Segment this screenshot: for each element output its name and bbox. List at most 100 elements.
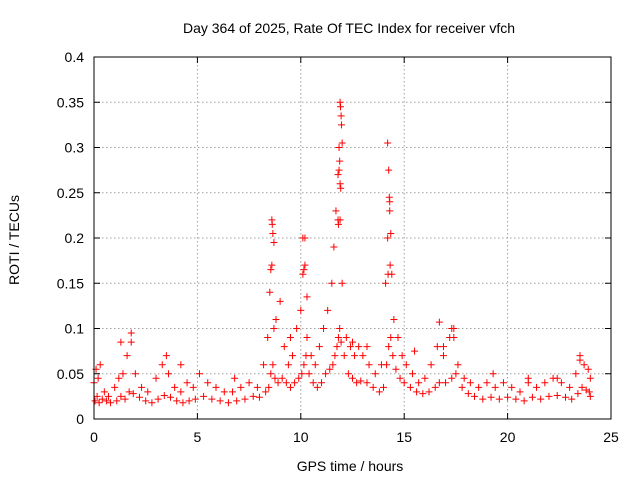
data-point	[335, 144, 343, 151]
data-point	[431, 383, 439, 391]
data-point	[394, 334, 402, 342]
data-point	[384, 270, 392, 278]
data-point	[301, 261, 309, 269]
data-point	[584, 365, 592, 373]
data-point	[419, 390, 427, 398]
data-point	[320, 325, 328, 332]
data-point	[520, 397, 528, 405]
data-point	[411, 347, 419, 355]
data-point	[357, 377, 365, 385]
data-point	[255, 393, 263, 401]
data-point	[179, 399, 187, 407]
data-point	[125, 388, 133, 396]
data-point	[267, 370, 275, 378]
data-point	[562, 393, 570, 401]
data-points	[90, 98, 594, 407]
data-point	[224, 399, 232, 407]
data-point	[344, 370, 352, 378]
data-point	[311, 361, 319, 369]
data-point	[553, 391, 561, 399]
data-point	[229, 388, 237, 396]
data-point	[265, 383, 273, 391]
data-point	[260, 361, 268, 369]
data-point	[337, 103, 345, 111]
data-point	[129, 390, 137, 398]
data-point	[387, 229, 395, 237]
data-point	[162, 352, 170, 360]
data-point	[303, 293, 311, 301]
data-point	[382, 279, 390, 287]
data-point	[295, 374, 303, 382]
data-point	[297, 306, 305, 314]
data-point	[335, 166, 343, 174]
data-point	[117, 392, 125, 400]
data-point	[338, 139, 346, 147]
data-point	[398, 352, 406, 360]
data-point	[241, 395, 249, 403]
data-point	[107, 399, 115, 407]
data-point	[448, 374, 456, 382]
data-point	[127, 329, 135, 337]
data-point	[237, 383, 245, 391]
data-point	[91, 397, 99, 405]
data-point	[435, 379, 443, 387]
y-tick-label: 0.4	[65, 49, 85, 65]
data-point	[458, 383, 466, 391]
plot-frame	[93, 56, 612, 420]
data-point	[471, 392, 479, 400]
data-point	[299, 234, 307, 242]
data-point	[144, 388, 152, 396]
data-point	[504, 393, 512, 401]
x-tick-label: 15	[396, 429, 412, 445]
data-point	[439, 343, 447, 351]
data-point	[516, 388, 524, 396]
data-point	[329, 361, 337, 369]
data-point	[289, 352, 297, 360]
data-point	[375, 388, 383, 396]
data-point	[342, 334, 350, 342]
data-point	[355, 343, 363, 351]
data-point	[386, 261, 394, 269]
data-point	[385, 193, 393, 201]
x-tick-label: 5	[194, 429, 202, 445]
data-point	[495, 395, 503, 403]
data-point	[331, 352, 339, 360]
data-point	[123, 352, 131, 360]
data-point	[104, 392, 112, 400]
data-point	[264, 334, 272, 342]
data-point	[298, 370, 306, 378]
data-point	[154, 395, 162, 403]
x-tick-label: 20	[500, 429, 516, 445]
data-point	[338, 279, 346, 287]
data-point	[135, 393, 143, 401]
data-point	[269, 229, 277, 237]
y-tick-label: 0.2	[65, 230, 85, 246]
data-point	[537, 395, 545, 403]
data-point	[533, 383, 541, 391]
data-point	[392, 365, 400, 373]
data-point	[435, 318, 443, 326]
data-point	[216, 397, 224, 405]
data-point	[386, 207, 394, 215]
data-point	[384, 234, 392, 242]
x-tick-label: 25	[603, 429, 619, 445]
data-point	[282, 379, 290, 387]
data-point	[148, 399, 156, 407]
data-point	[384, 139, 392, 147]
data-point	[576, 352, 584, 360]
x-axis-label: GPS time / hours	[297, 458, 404, 474]
data-point	[334, 334, 342, 342]
data-point	[284, 361, 292, 369]
data-point	[336, 180, 344, 188]
data-point	[336, 157, 344, 165]
data-point	[326, 365, 334, 373]
data-point	[528, 393, 536, 401]
data-point	[454, 361, 462, 369]
data-point	[268, 261, 276, 269]
data-point	[291, 379, 299, 387]
data-point	[332, 207, 340, 215]
data-point	[586, 392, 594, 400]
data-point	[324, 306, 332, 314]
data-point	[164, 370, 172, 378]
